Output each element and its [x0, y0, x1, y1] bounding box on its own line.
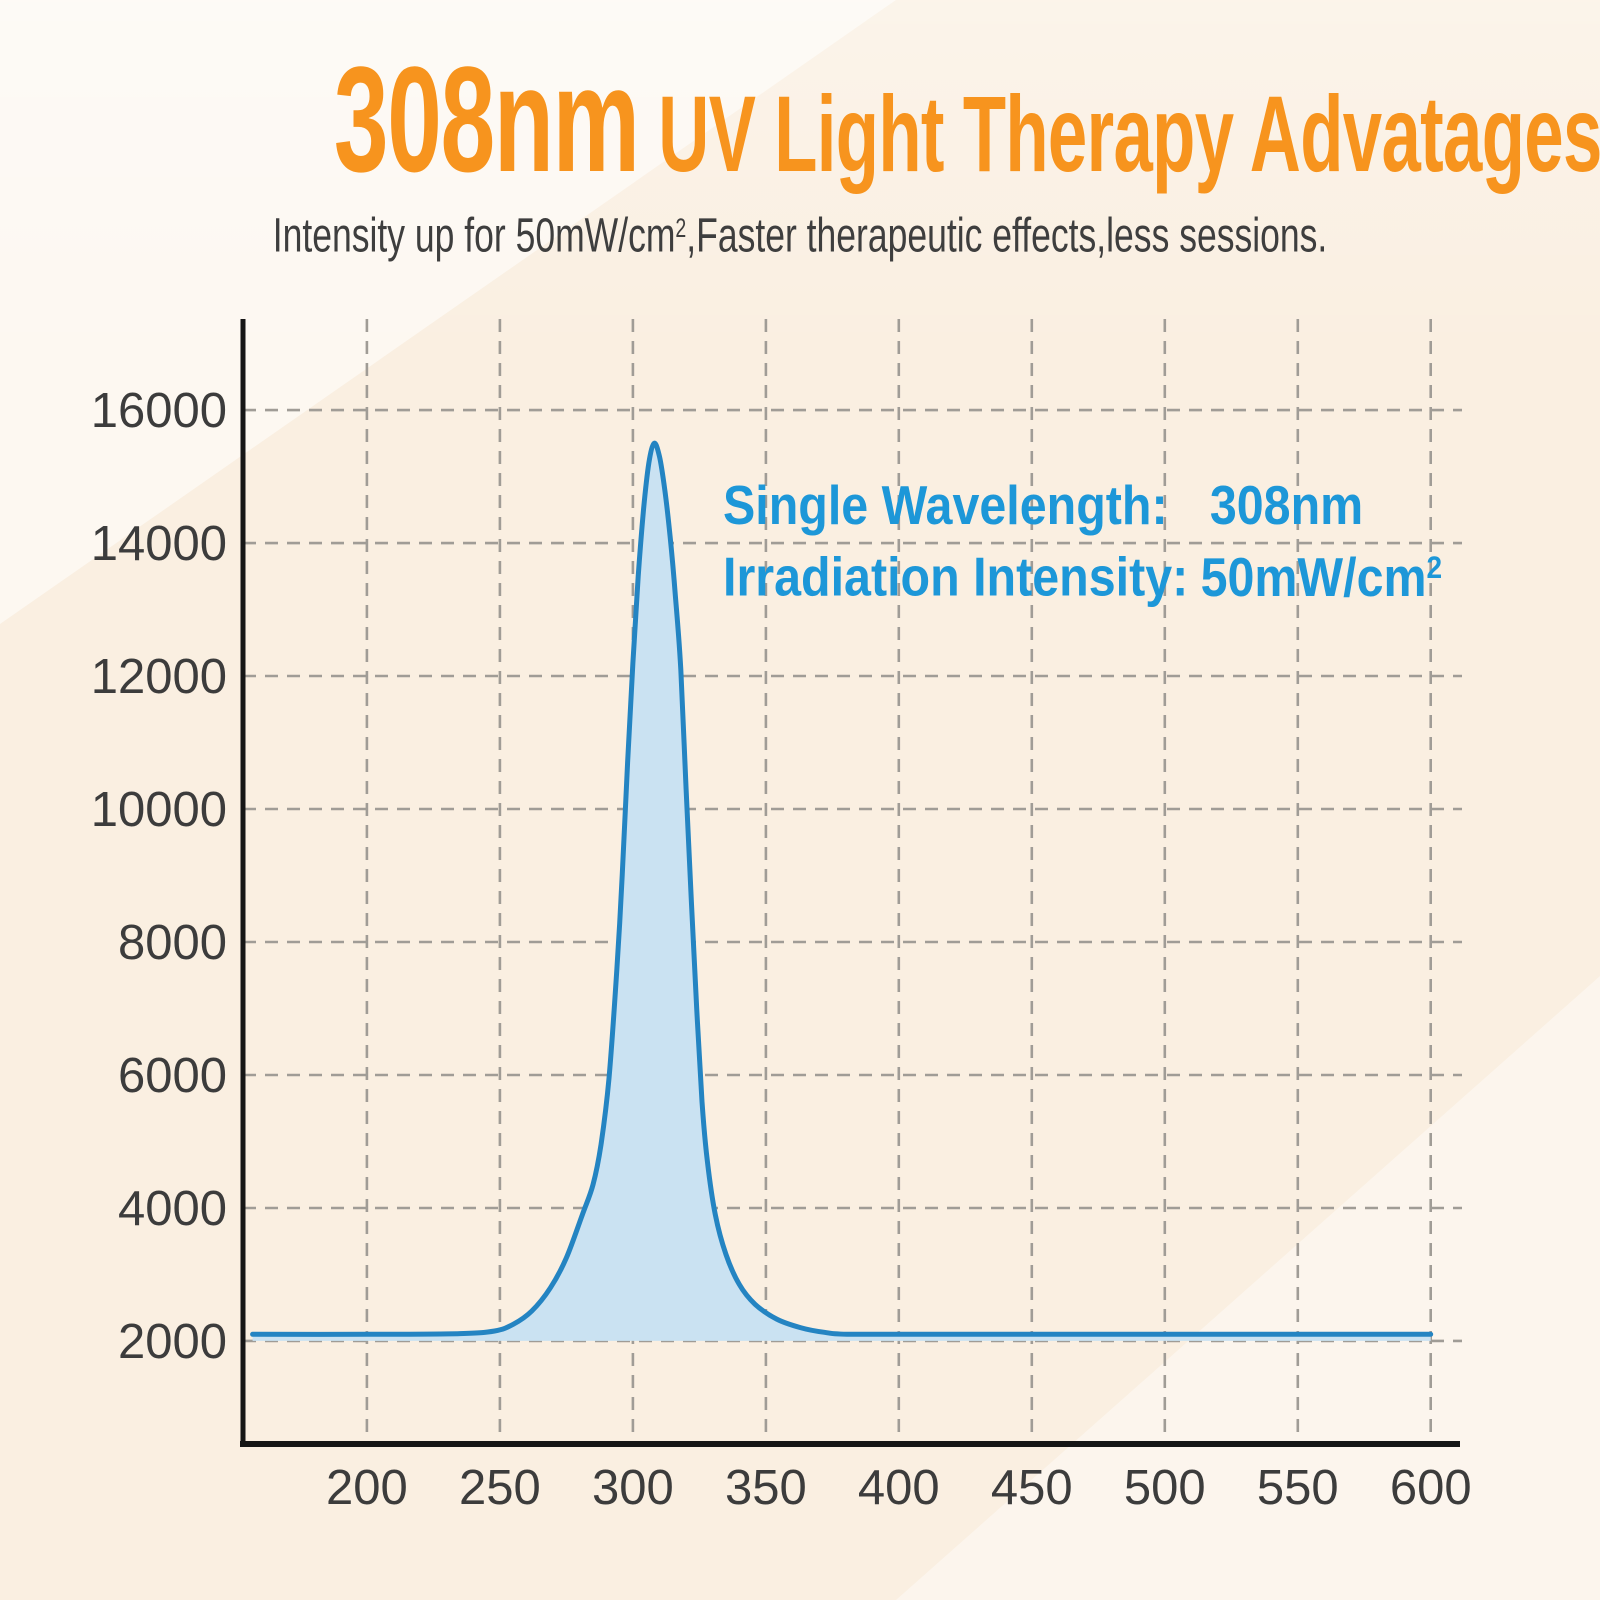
annotation-wavelength-value: 308nm [1209, 474, 1364, 536]
x-tick-label-250: 250 [459, 1461, 541, 1515]
x-tick-label-450: 450 [991, 1461, 1073, 1515]
spectrum-curve [250, 440, 1434, 1337]
annotation-intensity-superscript: 2 [1426, 549, 1443, 585]
x-tick-label-500: 500 [1124, 1461, 1206, 1515]
annotation-intensity-value: 50mW/cm [1200, 545, 1427, 608]
title-wavelength-highlight: 308nm [333, 35, 640, 203]
y-tick-label-2000: 2000 [118, 1315, 227, 1369]
header: 308nm UV Light Therapy Advatages Intensi… [0, 0, 1600, 265]
x-tick-label-300: 300 [592, 1461, 674, 1515]
page-subtitle: Intensity up for 50mW/cm2,Faster therape… [208, 200, 1392, 265]
x-tick-label-600: 600 [1390, 1461, 1472, 1515]
chart-annotation: Single Wavelength: 308nm Irradiation Inte… [723, 474, 1442, 608]
y-tick-label-6000: 6000 [118, 1049, 227, 1103]
x-tick-label-400: 400 [858, 1461, 940, 1515]
y-tick-label-10000: 10000 [91, 783, 227, 837]
annotation-wavelength-label: Single Wavelength: [723, 474, 1168, 536]
page-title: 308nm UV Light Therapy Advatages [334, 44, 1600, 194]
x-tick-label-550: 550 [1257, 1461, 1339, 1515]
y-tick-label-16000: 16000 [91, 384, 227, 438]
subtitle-pre: Intensity up for 50mW/cm [272, 209, 676, 263]
annotation-wavelength-line: Single Wavelength: 308nm [723, 474, 1442, 536]
y-tick-label-4000: 4000 [118, 1182, 227, 1236]
title-text: UV Light Therapy Advatages [658, 73, 1600, 194]
subtitle-superscript: 2 [675, 213, 687, 243]
annotation-intensity-line: Irradiation Intensity: 50mW/cm2 [723, 536, 1442, 608]
x-tick-label-200: 200 [326, 1461, 408, 1515]
y-tick-label-8000: 8000 [118, 916, 227, 970]
subtitle-post: ,Faster therapeutic effects,less session… [686, 209, 1328, 263]
annotation-intensity-label: Irradiation Intensity: [723, 545, 1189, 608]
x-tick-label-350: 350 [725, 1461, 807, 1515]
y-tick-label-14000: 14000 [91, 517, 227, 571]
y-tick-label-12000: 12000 [91, 650, 227, 704]
